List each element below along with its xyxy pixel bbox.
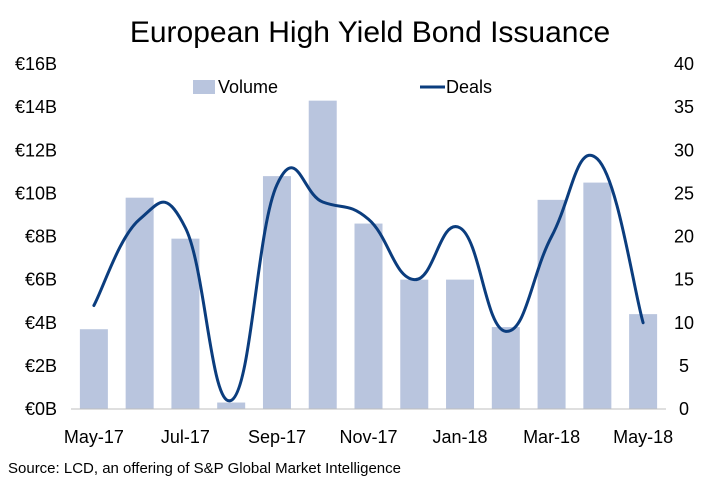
right-y-tick-label: 20 [674, 227, 694, 247]
chart-title: European High Yield Bond Issuance [130, 16, 610, 49]
chart: European High Yield Bond Issuance Volume… [15, 16, 694, 447]
left-y-tick-label: €0B [25, 399, 57, 419]
volume-bar-Sep-17 [262, 176, 291, 409]
right-y-tick-label: 10 [674, 313, 694, 333]
right-y-tick-label: 15 [674, 270, 694, 290]
volume-bar-Feb-18 [491, 327, 520, 409]
x-tick-label: Mar-18 [523, 427, 580, 447]
x-tick-label: May-17 [64, 427, 124, 447]
volume-bar-May-18 [629, 314, 658, 409]
left-y-tick-label: €2B [25, 356, 57, 376]
left-y-tick-label: €14B [15, 97, 57, 117]
volume-bar-Aug-17 [217, 402, 246, 409]
source-note: Source: LCD, an offering of S&P Global M… [8, 460, 401, 477]
left-y-tick-label: €12B [15, 140, 57, 160]
deals-line-layer [92, 153, 645, 402]
right-y-tick-label: 25 [674, 183, 694, 203]
left-y-tick-label: €8B [25, 227, 57, 247]
x-tick-label: Jan-18 [433, 427, 488, 447]
x-axis: May-17 Jul-17 Sep-17 Nov-17 Jan-18 Mar-18 May-… [64, 408, 673, 447]
legend-deals-label: Deals [446, 77, 492, 97]
x-tick-label: May-18 [613, 427, 673, 447]
right-y-tick-label: 35 [674, 97, 694, 117]
right-y-tick-label: 5 [679, 356, 689, 376]
volume-bar-Mar-18 [537, 199, 566, 409]
left-y-tick-label: €16B [15, 54, 57, 74]
volume-bar-Nov-17 [354, 223, 383, 409]
left-y-tick-label: €4B [25, 313, 57, 333]
x-tick-label: Nov-17 [339, 427, 397, 447]
legend: Volume Deals [193, 77, 492, 97]
deals-line [92, 153, 645, 402]
left-y-axis: €0B €2B €4B €6B €8B €10B €12B €14B €16B [15, 54, 57, 419]
left-y-tick-label: €10B [15, 183, 57, 203]
left-y-tick-label: €6B [25, 270, 57, 290]
volume-bar-Jun-17 [125, 197, 154, 409]
volume-bar-Dec-17 [400, 279, 429, 409]
right-y-tick-label: 40 [674, 54, 694, 74]
x-tick-label: Jul-17 [161, 427, 210, 447]
right-y-axis: 0 5 10 15 20 25 30 35 40 [674, 54, 694, 419]
x-tick-label: Sep-17 [248, 427, 306, 447]
volume-bar-Apr-18 [583, 182, 612, 409]
volume-bar-Jul-17 [171, 238, 200, 409]
volume-bar-May-17 [79, 329, 108, 409]
right-y-tick-label: 30 [674, 140, 694, 160]
right-y-tick-label: 0 [679, 399, 689, 419]
legend-volume-label: Volume [218, 77, 278, 97]
volume-bars [79, 100, 658, 409]
volume-bar-Oct-17 [308, 100, 337, 409]
legend-volume-swatch [193, 80, 215, 94]
volume-bar-Jan-18 [446, 279, 475, 409]
